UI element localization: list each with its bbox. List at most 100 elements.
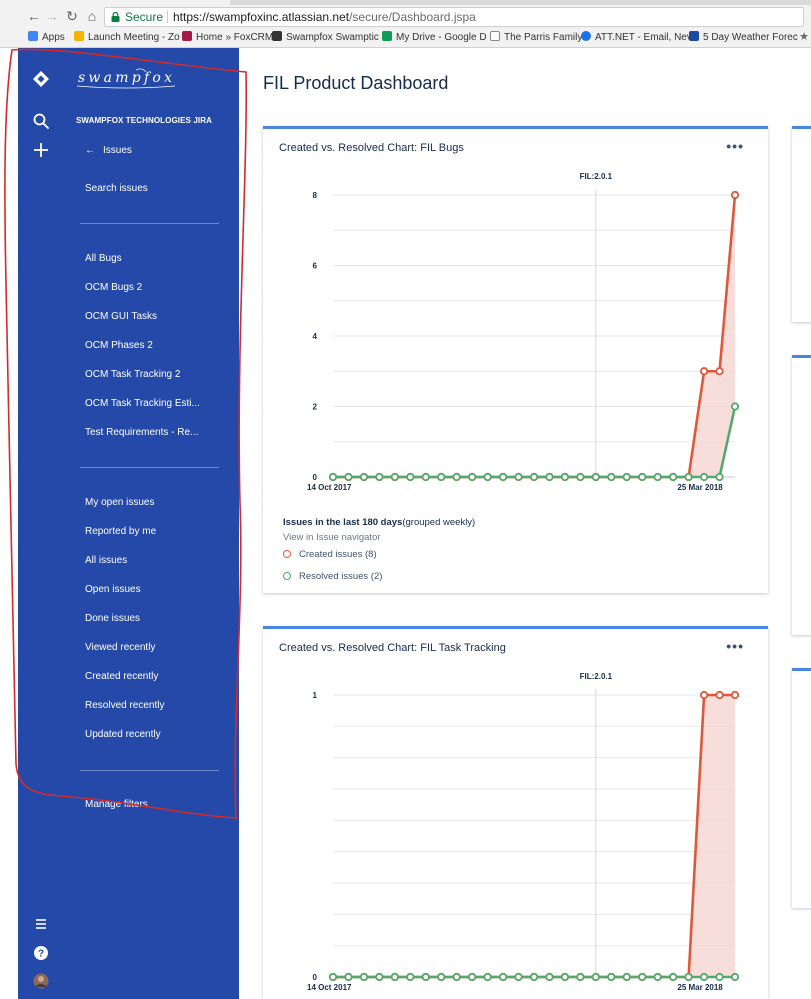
filter-viewed-recently[interactable]: Viewed recently	[85, 642, 156, 653]
resolved-point	[653, 972, 662, 982]
manage-filters-link[interactable]: Manage filters	[85, 799, 148, 810]
filter-created-recently[interactable]: Created recently	[85, 671, 159, 682]
resolved-point	[452, 972, 461, 982]
forward-arrow-icon[interactable]: →	[45, 8, 59, 24]
resolved-point	[730, 402, 740, 411]
back-to-issues-link[interactable]: ← Issues	[85, 145, 132, 156]
active-tab[interactable]	[0, 0, 230, 5]
filter-test-requirements[interactable]: Test Requirements - Re...	[85, 427, 199, 438]
filter-ocm-bugs-2[interactable]: OCM Bugs 2	[85, 282, 143, 293]
created-point	[715, 367, 724, 376]
version-marker-label: FIL:2.0.1	[580, 672, 613, 681]
search-issues-link[interactable]: Search issues	[85, 183, 148, 194]
filter-reported-by-me[interactable]: Reported by me	[85, 526, 157, 537]
created-series-line	[333, 693, 735, 979]
home-icon[interactable]: ⌂	[87, 8, 97, 24]
resolved-point	[514, 972, 523, 982]
view-in-issue-navigator-link[interactable]: View in Issue navigator	[283, 532, 381, 543]
tab-strip	[0, 0, 811, 5]
filter-my-open-issues[interactable]: My open issues	[85, 497, 155, 508]
resolved-point	[638, 972, 647, 982]
resolved-point	[437, 972, 446, 982]
address-bar[interactable]: Secure https://swampfoxinc.atlassian.net…	[104, 7, 804, 27]
resolved-point	[498, 972, 508, 982]
svg-text:?: ?	[38, 949, 44, 960]
bookmark-parris-family[interactable]: The Parris Family	[490, 31, 582, 45]
bookmark-apps[interactable]: Apps	[28, 31, 65, 45]
filter-updated-recently[interactable]: Updated recently	[85, 729, 161, 740]
filter-done-issues[interactable]: Done issues	[85, 613, 141, 624]
filter-resolved-recently[interactable]: Resolved recently	[85, 700, 165, 711]
page-icon	[490, 31, 500, 41]
resolved-point	[437, 472, 446, 482]
resolved-point	[452, 472, 461, 482]
global-nav-rail: ?	[18, 48, 64, 999]
filter-all-bugs[interactable]: All Bugs	[85, 253, 122, 264]
gadget-menu-icon[interactable]: •••	[726, 638, 744, 654]
legend-label: Resolved issues (2)	[299, 571, 383, 582]
resolved-point	[699, 472, 709, 482]
filter-ocm-task-tracking-esti[interactable]: OCM Task Tracking Esti...	[85, 398, 200, 409]
resolved-point	[328, 972, 338, 982]
filter-all-issues[interactable]: All issues	[85, 555, 128, 566]
search-icon[interactable]	[32, 112, 50, 130]
created-point	[699, 690, 709, 700]
reload-icon[interactable]: ↻	[66, 8, 78, 24]
x-tick-label: 14 Oct 2017	[307, 483, 352, 492]
help-icon[interactable]: ?	[32, 944, 50, 962]
resolved-point	[375, 972, 384, 982]
jira-logo-icon[interactable]	[32, 70, 50, 88]
bookmark-att-net[interactable]: ATT.NET - Email, Nev	[581, 31, 692, 45]
bookmark-launch-meeting[interactable]: Launch Meeting - Zo	[74, 31, 180, 45]
back-arrow-icon[interactable]: ←	[27, 8, 41, 24]
page-title: FIL Product Dashboard	[263, 73, 449, 93]
omnibox-separator	[167, 11, 168, 23]
y-tick-label: 6	[313, 262, 318, 271]
resolved-point	[607, 972, 616, 982]
filter-ocm-task-tracking-2[interactable]: OCM Task Tracking 2	[85, 369, 181, 380]
resolved-point	[375, 472, 384, 482]
summary-grouping: (grouped weekly)	[402, 517, 476, 528]
gadget-menu-icon[interactable]: •••	[726, 138, 744, 154]
resolved-point	[684, 972, 693, 982]
bookmarks-bar: Apps Launch Meeting - Zo Home » FoxCRM S…	[0, 29, 811, 47]
bookmark-google-drive[interactable]: My Drive - Google D	[382, 31, 487, 45]
chart-summary: Issues in the last 180 days(grouped week…	[283, 517, 475, 528]
created-vs-resolved-chart: 0 1 FIL:2.0.1 14 Oct 2017 25 Mar 2018	[279, 661, 749, 999]
resolved-dot-icon	[283, 572, 291, 580]
att-globe-icon	[581, 31, 591, 41]
url-text[interactable]: https://swampfoxinc.atlassian.net/secure…	[173, 8, 476, 26]
resolved-point	[468, 472, 477, 482]
legend-created[interactable]: Created issues (8)	[283, 549, 377, 560]
y-tick-label: 0	[313, 973, 318, 982]
bookmark-label: Home » FoxCRM	[196, 32, 274, 43]
secure-label: Secure	[125, 10, 164, 24]
url-host: https://swampfoxinc.atlassian.net	[173, 10, 350, 24]
bookmark-weather[interactable]: 5 Day Weather Forec	[689, 31, 798, 45]
bookmark-foxcrm[interactable]: Home » FoxCRM	[182, 31, 273, 45]
bookmark-swampfox[interactable]: Swampfox Swamptic	[272, 31, 379, 45]
menu-icon[interactable]	[32, 915, 50, 933]
filter-ocm-phases-2[interactable]: OCM Phases 2	[85, 340, 153, 351]
bookmark-star-icon[interactable]: ★	[799, 31, 809, 43]
resolved-point	[545, 472, 554, 482]
resolved-point	[406, 472, 415, 482]
browser-chrome: ← → ↻ ⌂ Secure https://swampfoxinc.atlas…	[0, 0, 811, 48]
unresolved-area	[333, 195, 735, 477]
y-tick-label: 8	[313, 191, 318, 200]
filter-ocm-gui-tasks[interactable]: OCM GUI Tasks	[85, 311, 158, 322]
zoom-icon	[74, 31, 84, 41]
svg-text:swampfox: swampfox	[78, 70, 172, 86]
avatar[interactable]	[32, 972, 50, 990]
browser-toolbar: ← → ↻ ⌂ Secure https://swampfoxinc.atlas…	[0, 6, 811, 28]
google-drive-icon	[382, 31, 392, 41]
resolved-point	[684, 472, 693, 482]
resolved-point	[359, 972, 369, 982]
create-plus-icon[interactable]	[32, 141, 50, 159]
legend-resolved[interactable]: Resolved issues (2)	[283, 571, 382, 582]
lock-icon	[111, 12, 120, 22]
resolved-point	[576, 472, 585, 482]
resolved-point	[560, 472, 570, 482]
x-tick-label: 25 Mar 2018	[677, 483, 723, 492]
filter-open-issues[interactable]: Open issues	[85, 584, 141, 595]
